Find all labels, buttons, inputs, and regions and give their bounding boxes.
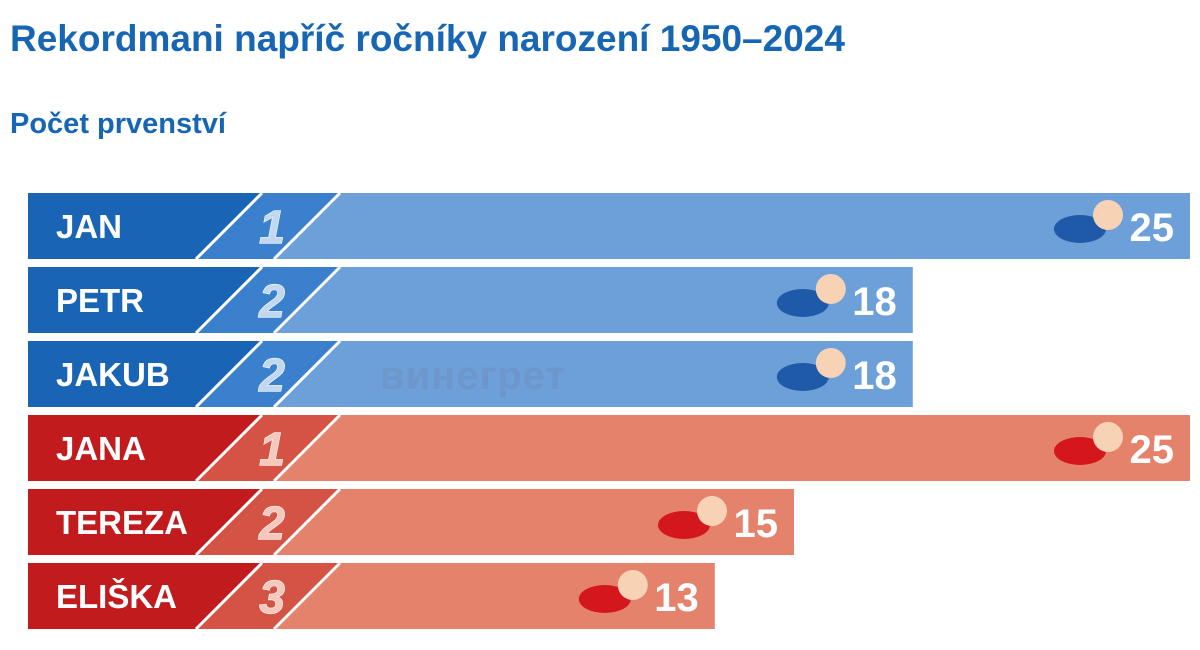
data-label: 18 <box>852 354 897 398</box>
category-label: TEREZA <box>56 504 188 541</box>
rank-label: 2 <box>258 349 285 401</box>
baby-illustration <box>776 289 829 317</box>
separator-line <box>272 339 342 409</box>
rank-label: 2 <box>258 497 285 549</box>
data-label: 18 <box>852 280 897 324</box>
baby-illustration <box>1054 437 1106 465</box>
rank-label: 2 <box>258 275 285 327</box>
name-band <box>28 563 262 629</box>
separator-line <box>194 191 264 261</box>
rank-label: 3 <box>259 571 285 623</box>
chart-title: Rekordmani napříč ročníky narození 1950–… <box>10 18 845 59</box>
separator-line <box>194 561 264 631</box>
data-label: 25 <box>1130 206 1175 250</box>
category-label: ELIŠKA <box>56 577 177 615</box>
name-band <box>28 415 262 481</box>
name-band <box>28 267 262 333</box>
separator-line <box>272 265 342 335</box>
baby-illustration <box>815 274 846 304</box>
category-label: JAN <box>56 208 122 245</box>
baby-illustration <box>578 585 631 613</box>
separator-line <box>194 339 264 409</box>
name-band <box>28 193 262 259</box>
category-label: JANA <box>56 430 146 467</box>
watermark-text: винегрет <box>380 354 566 398</box>
name-band <box>28 489 262 555</box>
category-label: JAKUB <box>56 356 170 393</box>
chart-subtitle: Počet prvenství <box>10 108 226 140</box>
baby-illustration <box>776 363 829 391</box>
separator-line <box>272 413 342 483</box>
separator-line <box>194 265 264 335</box>
separator-line <box>194 413 264 483</box>
separator-line <box>194 487 264 557</box>
category-label: PETR <box>56 282 144 319</box>
separator-line <box>272 487 342 557</box>
data-label: 15 <box>734 502 779 546</box>
baby-illustration <box>1093 422 1123 452</box>
baby-illustration <box>617 570 648 600</box>
data-label: 25 <box>1130 428 1175 472</box>
baby-illustration <box>658 511 710 539</box>
baby-illustration <box>697 496 727 526</box>
name-band <box>28 341 262 407</box>
rank-label: 1 <box>259 423 285 475</box>
data-label: 13 <box>654 576 699 620</box>
baby-illustration <box>1054 215 1106 243</box>
separator-line <box>272 191 342 261</box>
baby-illustration <box>815 348 846 378</box>
rank-label: 1 <box>259 201 285 253</box>
separator-line <box>272 561 342 631</box>
baby-illustration <box>1093 200 1123 230</box>
